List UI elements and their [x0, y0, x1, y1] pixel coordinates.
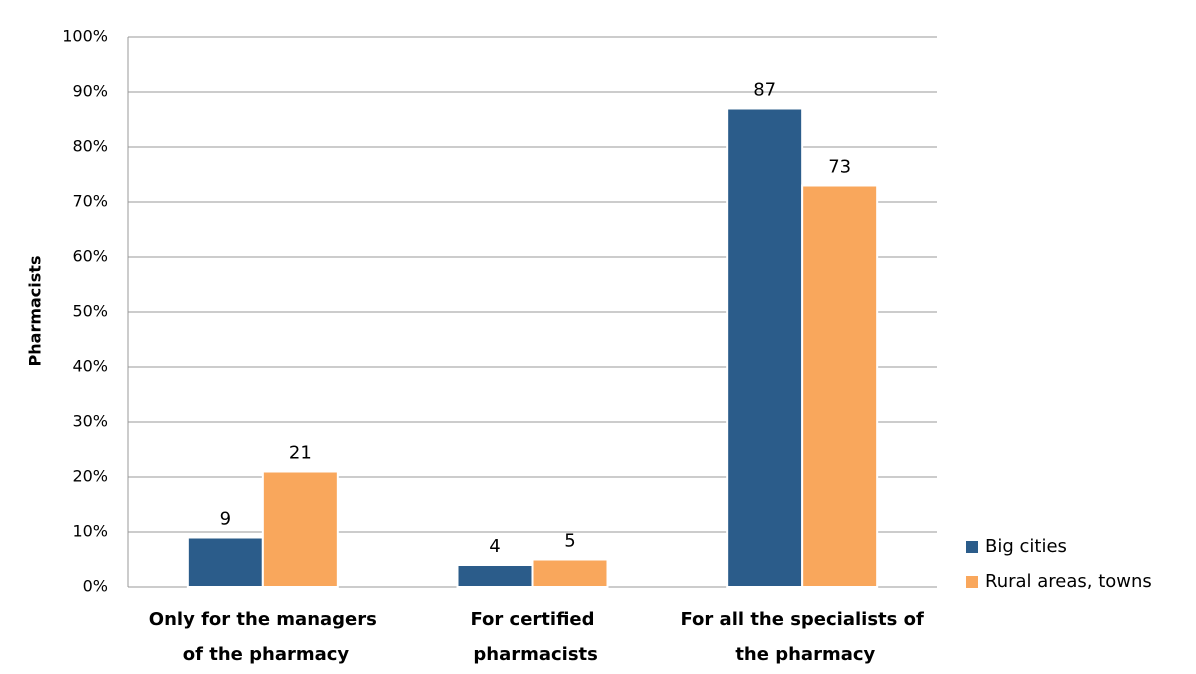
y-axis-title: Pharmacists	[26, 256, 45, 367]
bar	[726, 107, 804, 588]
y-tick-label: 90%	[72, 82, 108, 101]
y-tick-label: 40%	[72, 357, 108, 376]
y-tick-label: 30%	[72, 412, 108, 431]
x-tick-label: Only for the managers of the pharmacy	[149, 609, 377, 665]
bar	[801, 184, 879, 588]
bar	[261, 470, 339, 588]
data-label: 87	[753, 80, 776, 101]
y-tick-label: 50%	[72, 302, 108, 321]
legend-label: Rural areas, towns	[985, 571, 1152, 592]
data-label: 9	[220, 509, 231, 530]
data-label: 21	[289, 443, 312, 464]
y-tick-label: 0%	[83, 577, 108, 596]
data-label: 73	[828, 157, 851, 178]
legend-swatch	[966, 576, 978, 588]
x-tick-label: For certified pharmacists	[467, 609, 598, 665]
y-tick-label: 80%	[72, 137, 108, 156]
y-tick-label: 70%	[72, 192, 108, 211]
bar	[456, 564, 534, 588]
bar	[531, 558, 609, 588]
bar	[186, 536, 264, 588]
legend-label: Big cities	[985, 536, 1067, 557]
y-tick-label: 20%	[72, 467, 108, 486]
data-label: 4	[489, 536, 500, 557]
x-tick-label: For all the specialists of the pharmacy	[680, 609, 924, 665]
y-tick-label: 10%	[72, 522, 108, 541]
data-label: 5	[564, 531, 575, 552]
legend-swatch	[966, 541, 978, 553]
y-tick-label: 60%	[72, 247, 108, 266]
y-tick-label: 100%	[62, 27, 108, 46]
